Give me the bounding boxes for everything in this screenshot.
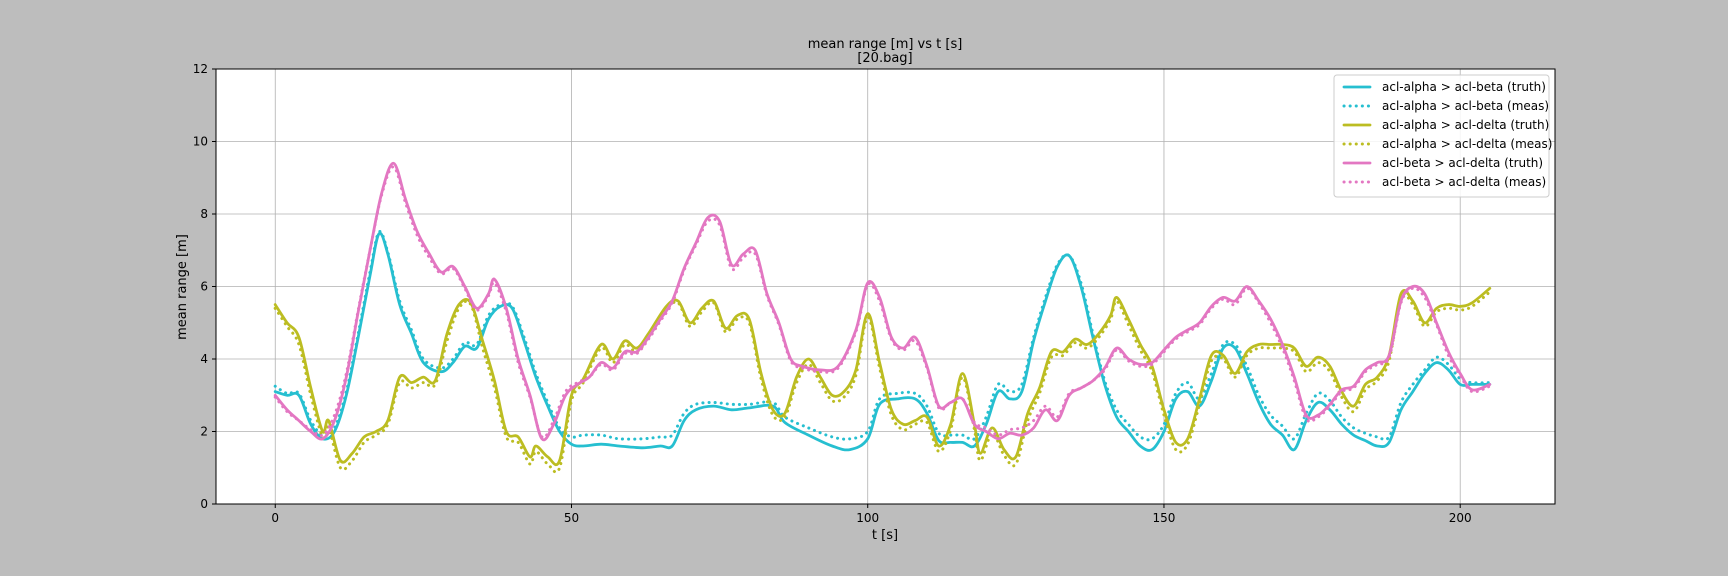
legend-label: acl-alpha > acl-delta (truth)	[1382, 118, 1549, 132]
x-tick-label: 100	[856, 511, 879, 525]
series-layer	[273, 161, 1492, 474]
y-tick-label: 12	[193, 62, 208, 76]
series-line-1	[273, 230, 1492, 442]
x-tick-label: 50	[564, 511, 579, 525]
legend-label: acl-alpha > acl-beta (truth)	[1382, 80, 1546, 94]
chart-subtitle: [20.bag]	[857, 51, 912, 66]
legend-label: acl-alpha > acl-beta (meas)	[1382, 99, 1549, 113]
legend-label: acl-alpha > acl-delta (meas)	[1382, 137, 1552, 151]
series-line-5	[273, 165, 1492, 440]
y-tick-label: 10	[193, 135, 208, 149]
y-tick-label: 2	[200, 425, 208, 439]
y-axis-label: mean range [m]	[175, 234, 190, 340]
grid-lines	[216, 68, 1555, 505]
x-tick-label: 200	[1449, 511, 1472, 525]
x-tick-label: 0	[271, 511, 279, 525]
y-tick-label: 0	[200, 497, 208, 511]
y-tick-label: 6	[200, 280, 208, 294]
y-tick-label: 4	[200, 352, 208, 366]
legend-box	[1333, 74, 1550, 198]
chart-title: mean range [m] vs t [s]	[808, 37, 963, 52]
legend-label: acl-beta > acl-delta (meas)	[1382, 175, 1546, 189]
y-tick-label: 8	[200, 207, 208, 221]
axis-ticks: 0 50 100 150 200 0 2 4 6 8 10 12	[193, 62, 1472, 525]
legend-label: acl-beta > acl-delta (truth)	[1382, 156, 1543, 170]
x-tick-label: 150	[1153, 511, 1176, 525]
x-axis-label: t [s]	[872, 528, 898, 543]
legend: acl-alpha > acl-beta (truth) acl-alpha > …	[1333, 74, 1552, 198]
series-line-0	[273, 231, 1492, 452]
